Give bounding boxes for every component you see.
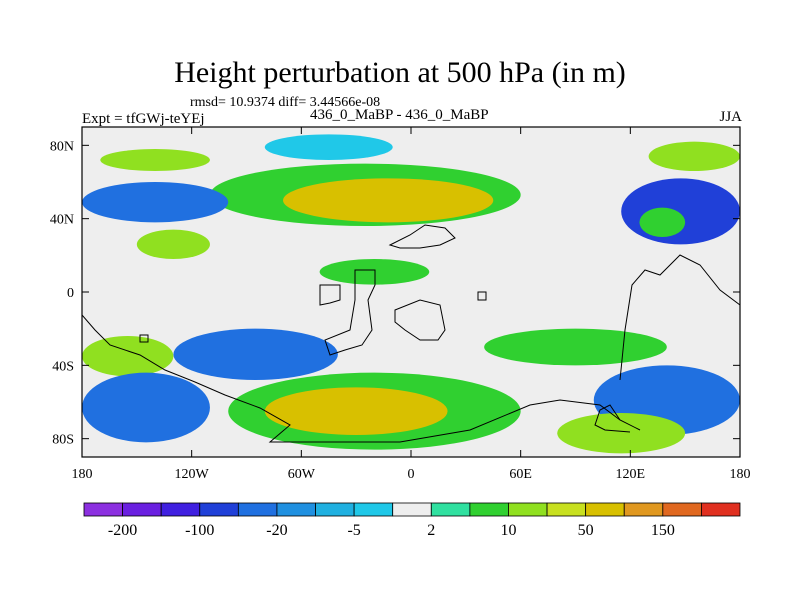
colorbar-swatch xyxy=(623,502,664,517)
colorbar-tick-label: 150 xyxy=(651,522,675,539)
colorbar-swatch xyxy=(83,502,123,517)
colorbar-swatch xyxy=(392,502,432,517)
y-tick-label: 0 xyxy=(67,286,74,301)
contour-region xyxy=(264,387,448,435)
coastline xyxy=(394,299,446,341)
chart-title: Height perturbation at 500 hPa (in m) xyxy=(174,56,626,89)
colorbar-swatch xyxy=(315,502,355,517)
coastline xyxy=(324,269,376,356)
colorbar-swatch xyxy=(122,502,162,517)
contour-region xyxy=(173,328,338,381)
colorbar-swatch xyxy=(585,502,625,517)
contour-region xyxy=(648,141,740,171)
season-label: JJA xyxy=(719,109,742,125)
contour-region xyxy=(639,207,686,237)
colorbar-swatch xyxy=(469,502,509,517)
coastline xyxy=(319,284,341,306)
colorbar-swatch xyxy=(199,502,239,517)
colorbar-tick-label: 10 xyxy=(500,522,516,539)
contour-region xyxy=(82,372,210,443)
x-tick-label: 180 xyxy=(730,467,751,482)
colorbar-tick-label: 50 xyxy=(578,522,594,539)
x-axis: 180 120W 60W 0 60E 120E 180 xyxy=(72,127,751,482)
colorbar: -200 -100 -20 -5 2 10 50 150 xyxy=(83,502,741,539)
colorbar-tick-label: 2 xyxy=(427,522,435,539)
coastline-outlines xyxy=(82,224,740,443)
coastline xyxy=(82,314,641,443)
colorbar-swatch xyxy=(662,502,702,517)
colorbar-swatch xyxy=(276,502,316,517)
colorbar-tick-label: -100 xyxy=(185,522,214,539)
contour-region xyxy=(621,178,740,245)
contour-region xyxy=(484,328,667,366)
experiment-label: Expt = tfGWj-teYEj xyxy=(82,111,205,127)
contour-region xyxy=(283,178,494,223)
colorbar-swatch xyxy=(546,502,587,517)
colorbar-swatch xyxy=(237,502,278,517)
x-tick-label: 180 xyxy=(72,467,93,482)
contour-region xyxy=(319,259,430,285)
colorbar-tick-label: -5 xyxy=(347,522,360,539)
coastline xyxy=(139,334,149,343)
colorbar-swatch xyxy=(160,502,201,517)
coastline xyxy=(619,254,740,381)
contour-region xyxy=(264,134,393,161)
colorbar-tick-label: -20 xyxy=(266,522,287,539)
coastline xyxy=(388,224,456,249)
colorbar-swatch xyxy=(508,502,548,517)
colorbar-tick-label: -200 xyxy=(108,522,137,539)
x-tick-label: 0 xyxy=(408,467,415,482)
chart-subtitle-stats: rmsd= 10.9374 diff= 3.44566e-08 xyxy=(190,95,381,110)
contour-region xyxy=(82,336,174,377)
contour-regions xyxy=(82,134,740,454)
contour-region xyxy=(557,413,686,454)
y-tick-label: 80N xyxy=(50,139,74,154)
colorbar-swatch xyxy=(430,502,471,517)
x-tick-label: 60E xyxy=(509,467,532,482)
contour-region xyxy=(136,229,210,259)
y-tick-label: 80S xyxy=(52,433,74,448)
contour-region xyxy=(100,149,210,171)
y-tick-label: 40S xyxy=(52,359,74,374)
colorbar-swatch xyxy=(701,502,741,517)
coastline xyxy=(477,291,487,301)
coastline xyxy=(594,404,631,433)
x-tick-label: 120W xyxy=(175,467,210,482)
colorbar-swatch xyxy=(353,502,394,517)
comparison-label: 436_0_MaBP - 436_0_MaBP xyxy=(310,107,489,123)
x-tick-label: 60W xyxy=(288,467,316,482)
y-axis: 80N 40N 0 40S 80S xyxy=(50,139,740,448)
x-tick-label: 120E xyxy=(616,467,646,482)
y-tick-label: 40N xyxy=(50,213,74,228)
contour-region xyxy=(82,182,229,223)
